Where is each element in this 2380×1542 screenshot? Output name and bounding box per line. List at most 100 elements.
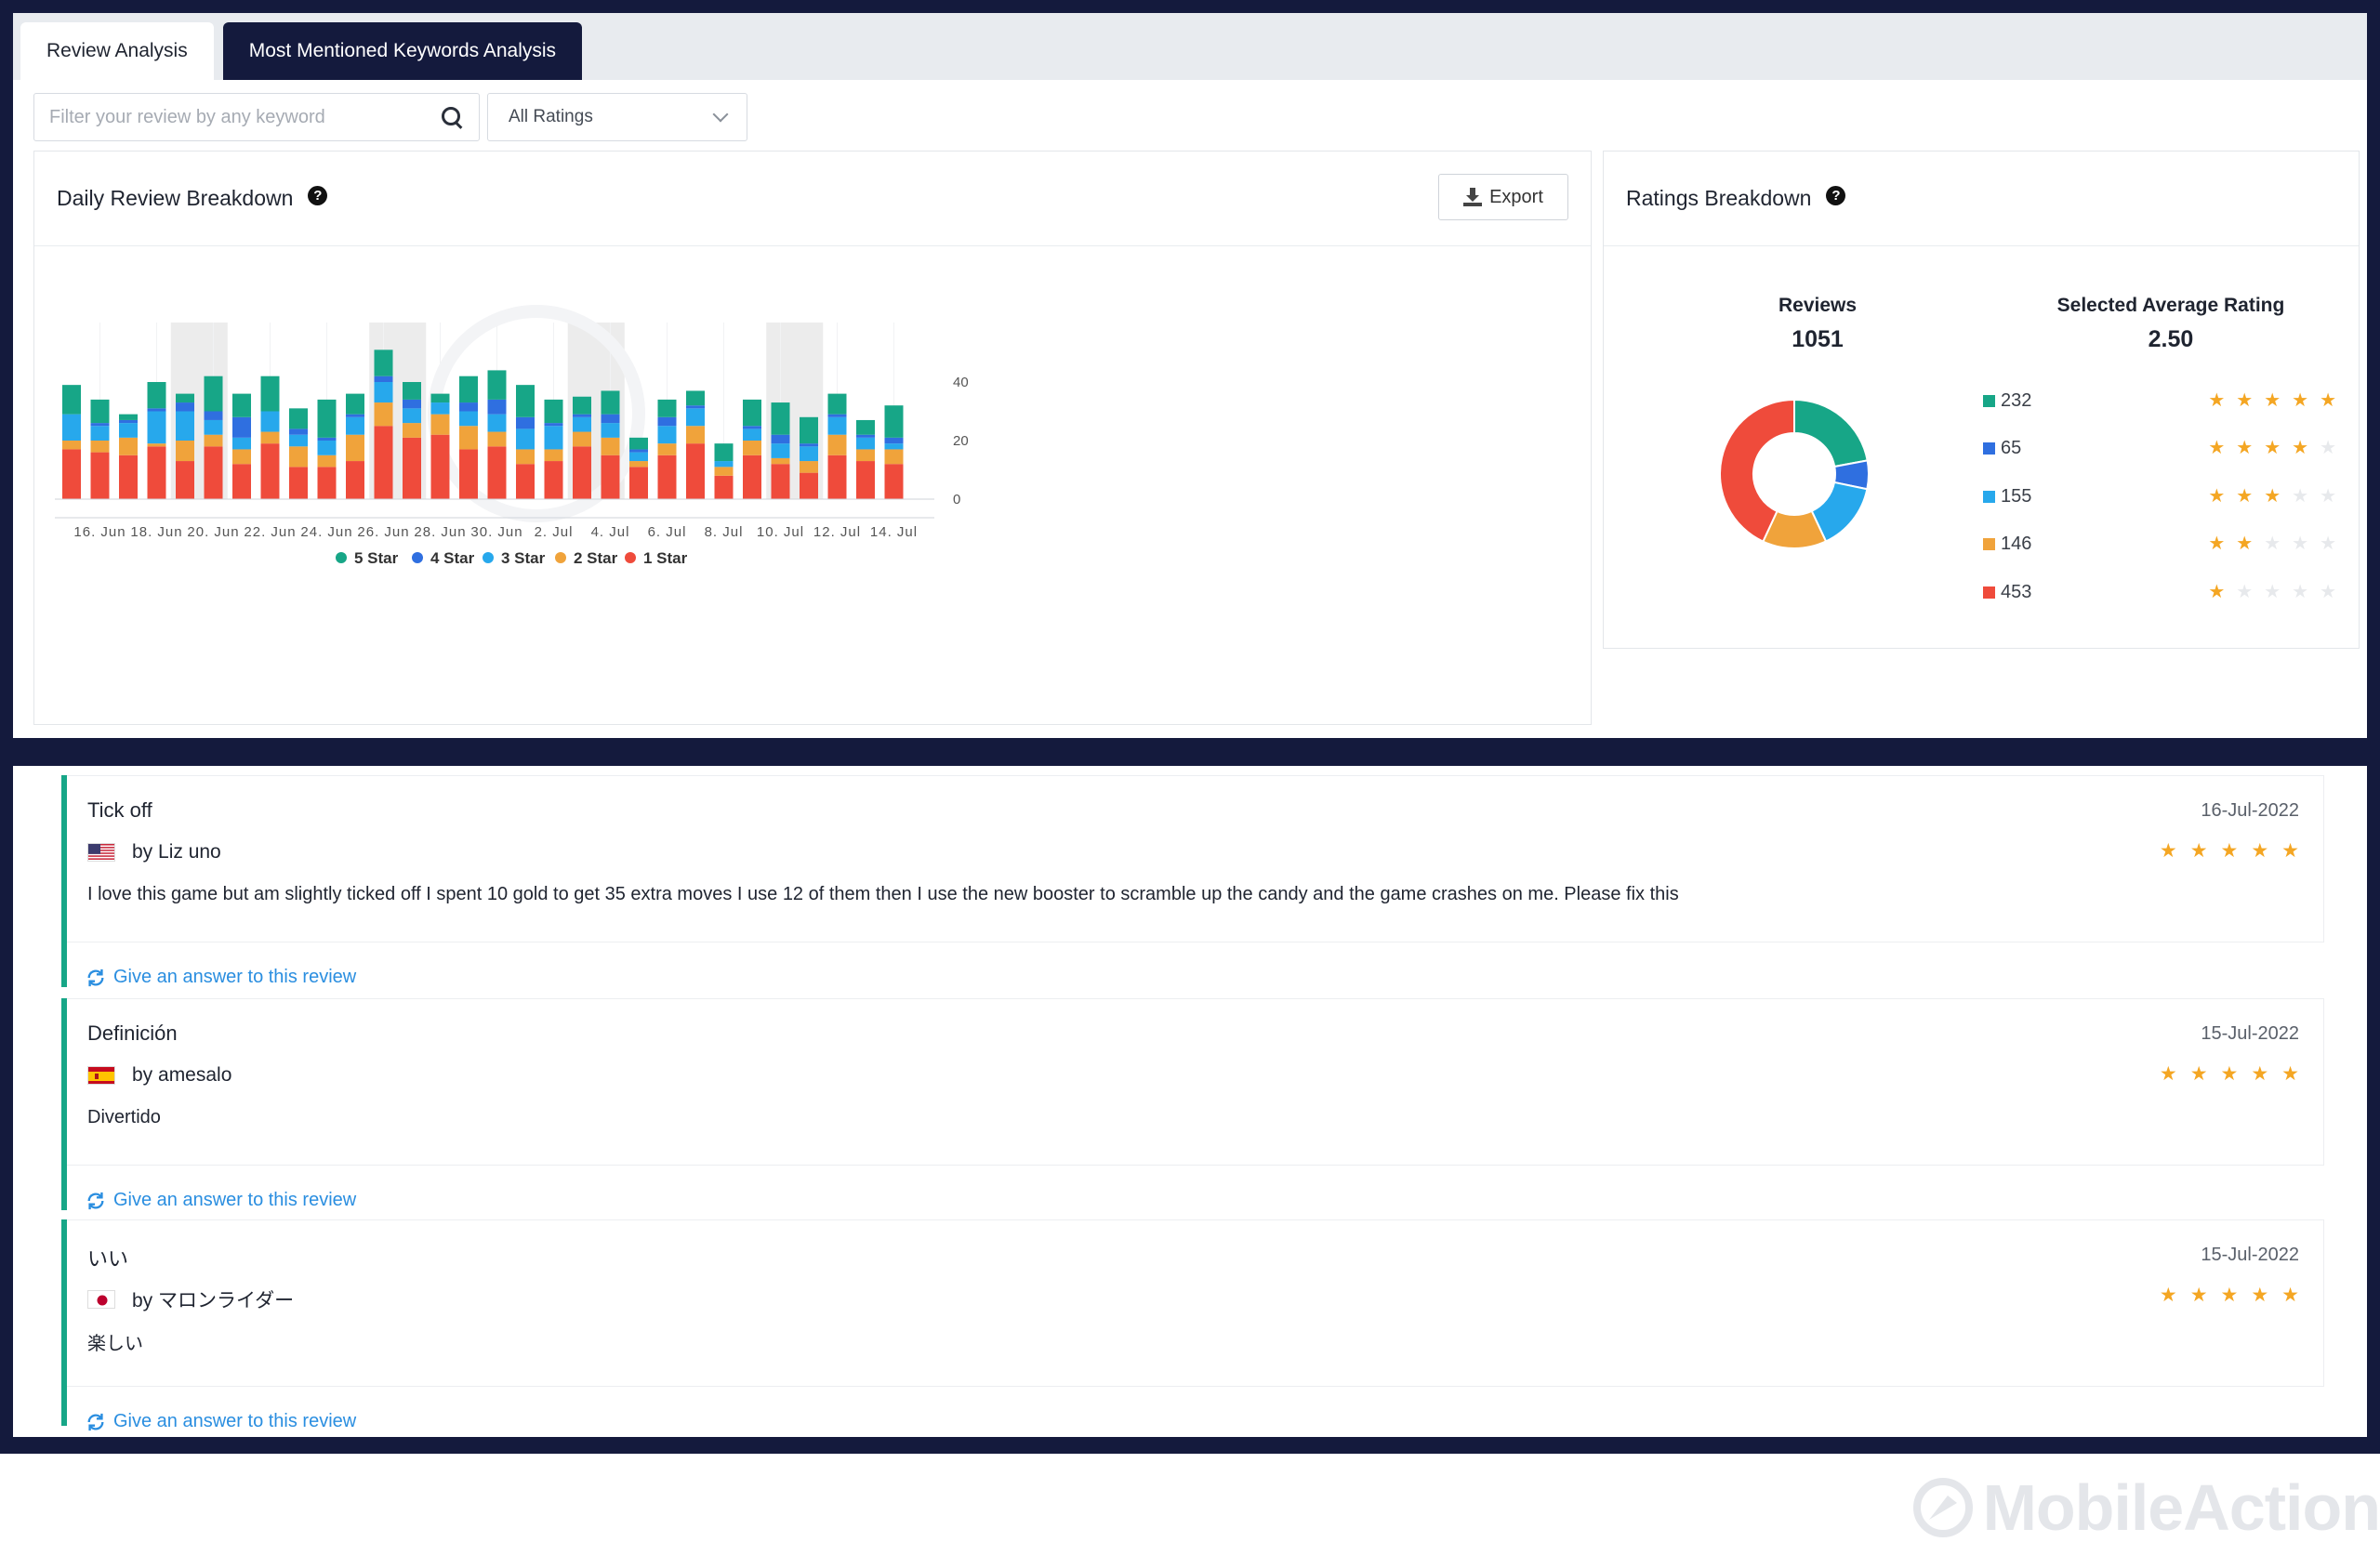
- bar-segment-2-star[interactable]: [317, 455, 337, 468]
- bar-segment-4-star[interactable]: [459, 402, 478, 412]
- answer-review-link[interactable]: Give an answer to this review: [86, 1411, 356, 1432]
- rating-filter-select[interactable]: All Ratings: [487, 93, 747, 141]
- bar-segment-5-star[interactable]: [657, 399, 677, 417]
- bar-segment-5-star[interactable]: [62, 385, 81, 415]
- bar-segment-2-star[interactable]: [204, 434, 223, 447]
- bar-segment-1-star[interactable]: [459, 449, 478, 499]
- bar-segment-5-star[interactable]: [260, 376, 280, 412]
- bar-segment-1-star[interactable]: [147, 446, 166, 499]
- bar-segment-5-star[interactable]: [487, 370, 507, 400]
- search-icon[interactable]: [440, 105, 464, 129]
- tab-review-analysis[interactable]: Review Analysis: [20, 22, 214, 80]
- bar-segment-2-star[interactable]: [90, 441, 110, 453]
- bar-segment-1-star[interactable]: [516, 464, 535, 499]
- bar-segment-5-star[interactable]: [771, 402, 790, 435]
- bar-segment-1-star[interactable]: [827, 455, 847, 499]
- bar-segment-3-star[interactable]: [176, 411, 194, 442]
- help-icon[interactable]: ?: [308, 186, 328, 205]
- bar-segment-5-star[interactable]: [176, 393, 194, 403]
- bar-segment-3-star[interactable]: [827, 416, 847, 435]
- bar-segment-4-star[interactable]: [629, 449, 648, 453]
- rating-row-5-star[interactable]: 232 ★ ★ ★ ★ ★: [1983, 387, 2336, 415]
- bar-segment-2-star[interactable]: [147, 443, 166, 447]
- bar-segment-5-star[interactable]: [90, 399, 110, 424]
- legend-item[interactable]: 2 Star: [555, 549, 618, 567]
- legend-item[interactable]: 4 Star: [412, 549, 475, 567]
- bar-segment-4-star[interactable]: [374, 376, 393, 382]
- bar-segment-3-star[interactable]: [487, 414, 507, 432]
- rating-row-1-star[interactable]: 453 ★ ★ ★ ★ ★: [1983, 578, 2336, 606]
- donut-slice[interactable]: [1719, 398, 1795, 543]
- bar-segment-1-star[interactable]: [884, 464, 904, 499]
- bar-segment-5-star[interactable]: [856, 419, 875, 435]
- bar-segment-5-star[interactable]: [204, 376, 223, 412]
- bar-segment-4-star[interactable]: [601, 414, 620, 424]
- bar-segment-2-star[interactable]: [686, 426, 705, 444]
- bar-segment-4-star[interactable]: [771, 434, 790, 444]
- bar-segment-5-star[interactable]: [827, 393, 847, 415]
- bar-segment-5-star[interactable]: [289, 408, 308, 429]
- bar-segment-4-star[interactable]: [516, 416, 535, 429]
- bar-segment-2-star[interactable]: [459, 426, 478, 450]
- bar-segment-1-star[interactable]: [856, 461, 875, 499]
- bar-segment-3-star[interactable]: [714, 461, 734, 468]
- bar-segment-2-star[interactable]: [260, 431, 280, 444]
- bar-segment-2-star[interactable]: [601, 437, 620, 455]
- bar-segment-3-star[interactable]: [260, 411, 280, 432]
- bar-segment-4-star[interactable]: [403, 399, 421, 409]
- bar-segment-4-star[interactable]: [487, 399, 507, 415]
- bar-segment-3-star[interactable]: [119, 423, 138, 438]
- bar-segment-2-star[interactable]: [800, 461, 818, 473]
- bar-segment-3-star[interactable]: [657, 426, 677, 444]
- bar-segment-2-star[interactable]: [516, 449, 535, 465]
- bar-segment-2-star[interactable]: [176, 441, 194, 462]
- bar-segment-5-star[interactable]: [516, 385, 535, 417]
- legend-item[interactable]: 5 Star: [336, 549, 399, 567]
- bar-segment-1-star[interactable]: [176, 461, 194, 499]
- bar-segment-4-star[interactable]: [147, 408, 166, 412]
- bar-segment-3-star[interactable]: [601, 423, 620, 438]
- export-button[interactable]: Export: [1438, 174, 1568, 220]
- bar-segment-3-star[interactable]: [884, 443, 904, 450]
- bar-segment-4-star[interactable]: [743, 426, 761, 429]
- bar-segment-1-star[interactable]: [487, 446, 507, 499]
- bar-segment-3-star[interactable]: [346, 416, 364, 435]
- keyword-search[interactable]: [33, 93, 480, 141]
- bar-segment-5-star[interactable]: [601, 390, 620, 415]
- bar-segment-2-star[interactable]: [544, 449, 563, 462]
- bar-segment-2-star[interactable]: [403, 423, 421, 438]
- bar-segment-4-star[interactable]: [686, 405, 705, 409]
- bar-segment-4-star[interactable]: [827, 414, 847, 417]
- bar-segment-1-star[interactable]: [90, 452, 110, 499]
- search-input[interactable]: [49, 106, 440, 128]
- bar-segment-5-star[interactable]: [800, 416, 818, 444]
- bar-segment-4-star[interactable]: [90, 423, 110, 427]
- bar-segment-3-star[interactable]: [800, 446, 818, 462]
- bar-segment-4-star[interactable]: [232, 416, 251, 438]
- bar-segment-2-star[interactable]: [232, 449, 251, 465]
- bar-segment-1-star[interactable]: [374, 426, 393, 499]
- bar-segment-4-star[interactable]: [884, 437, 904, 444]
- bar-segment-4-star[interactable]: [573, 414, 591, 417]
- bar-segment-1-star[interactable]: [714, 475, 734, 499]
- bar-segment-5-star[interactable]: [232, 393, 251, 417]
- bar-segment-3-star[interactable]: [232, 437, 251, 450]
- bar-segment-3-star[interactable]: [90, 426, 110, 441]
- bar-segment-4-star[interactable]: [657, 416, 677, 427]
- bar-segment-5-star[interactable]: [714, 443, 734, 462]
- bar-segment-2-star[interactable]: [714, 467, 734, 476]
- bar-segment-3-star[interactable]: [743, 428, 761, 441]
- bar-segment-2-star[interactable]: [856, 449, 875, 462]
- bar-segment-3-star[interactable]: [374, 382, 393, 403]
- bar-segment-5-star[interactable]: [544, 399, 563, 424]
- bar-segment-3-star[interactable]: [62, 414, 81, 441]
- rating-row-3-star[interactable]: 155 ★ ★ ★ ★ ★: [1983, 482, 2336, 510]
- answer-review-link[interactable]: Give an answer to this review: [86, 1190, 356, 1211]
- bar-segment-5-star[interactable]: [119, 414, 138, 420]
- bar-segment-5-star[interactable]: [403, 382, 421, 400]
- bar-segment-4-star[interactable]: [317, 437, 337, 441]
- bar-segment-1-star[interactable]: [601, 455, 620, 499]
- bar-segment-1-star[interactable]: [289, 467, 308, 499]
- bar-segment-1-star[interactable]: [743, 455, 761, 499]
- bar-segment-2-star[interactable]: [62, 441, 81, 450]
